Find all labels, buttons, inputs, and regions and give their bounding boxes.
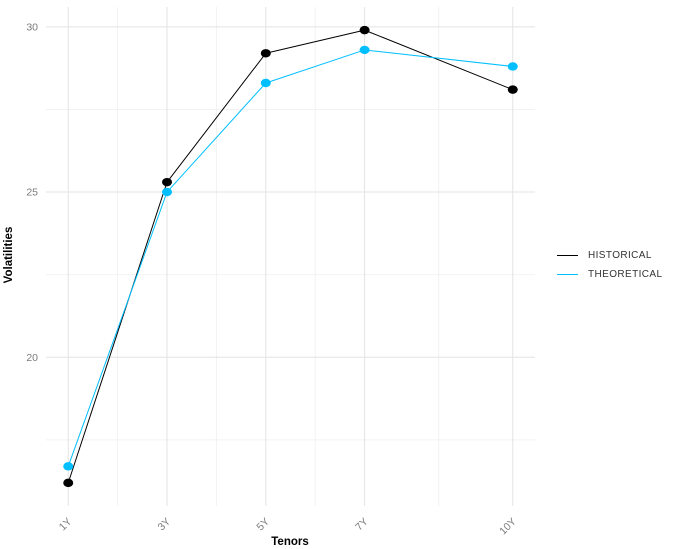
x-tick-label: 3Y (156, 516, 174, 534)
data-point-theoretical-5y (260, 78, 271, 88)
x-axis-title: Tenors (271, 536, 309, 548)
legend-line-swatch-theoretical (557, 274, 578, 275)
axis-tick-labels: 20 25 30 1Y 3Y 5Y 7Y 10Y (26, 21, 519, 537)
x-tick-label: 10Y (497, 516, 519, 538)
legend: HISTORICAL THEORETICAL (557, 250, 662, 280)
data-point-theoretical-1y (63, 462, 74, 471)
data-point-theoretical-7y (359, 45, 370, 55)
y-axis-title: Volatilities (3, 227, 15, 284)
legend-line-swatch-historical (557, 255, 578, 256)
data-point-historical-3y (162, 177, 173, 187)
data-point-theoretical-3y (162, 187, 173, 197)
data-point-theoretical-10y (507, 62, 518, 71)
data-point-historical-1y (63, 478, 74, 488)
y-tick-label: 20 (26, 352, 38, 364)
data-point-historical-10y (507, 85, 518, 94)
x-tick-label: 1Y (57, 516, 75, 534)
x-tick-label: 5Y (254, 516, 272, 534)
gridlines (46, 7, 535, 506)
y-tick-label: 30 (26, 21, 38, 33)
y-tick-label: 25 (26, 187, 38, 199)
series-lines-and-points (63, 25, 518, 488)
data-point-historical-5y (260, 49, 271, 58)
legend-label-historical: HISTORICAL (588, 250, 652, 261)
series-line-historical (67, 29, 513, 484)
data-point-historical-7y (359, 25, 370, 35)
legend-item-historical: HISTORICAL (557, 250, 662, 261)
legend-label-theoretical: THEORETICAL (588, 269, 663, 280)
series-line-theoretical (67, 49, 513, 467)
legend-item-theoretical: THEORETICAL (557, 269, 662, 280)
x-tick-label: 7Y (353, 516, 371, 534)
